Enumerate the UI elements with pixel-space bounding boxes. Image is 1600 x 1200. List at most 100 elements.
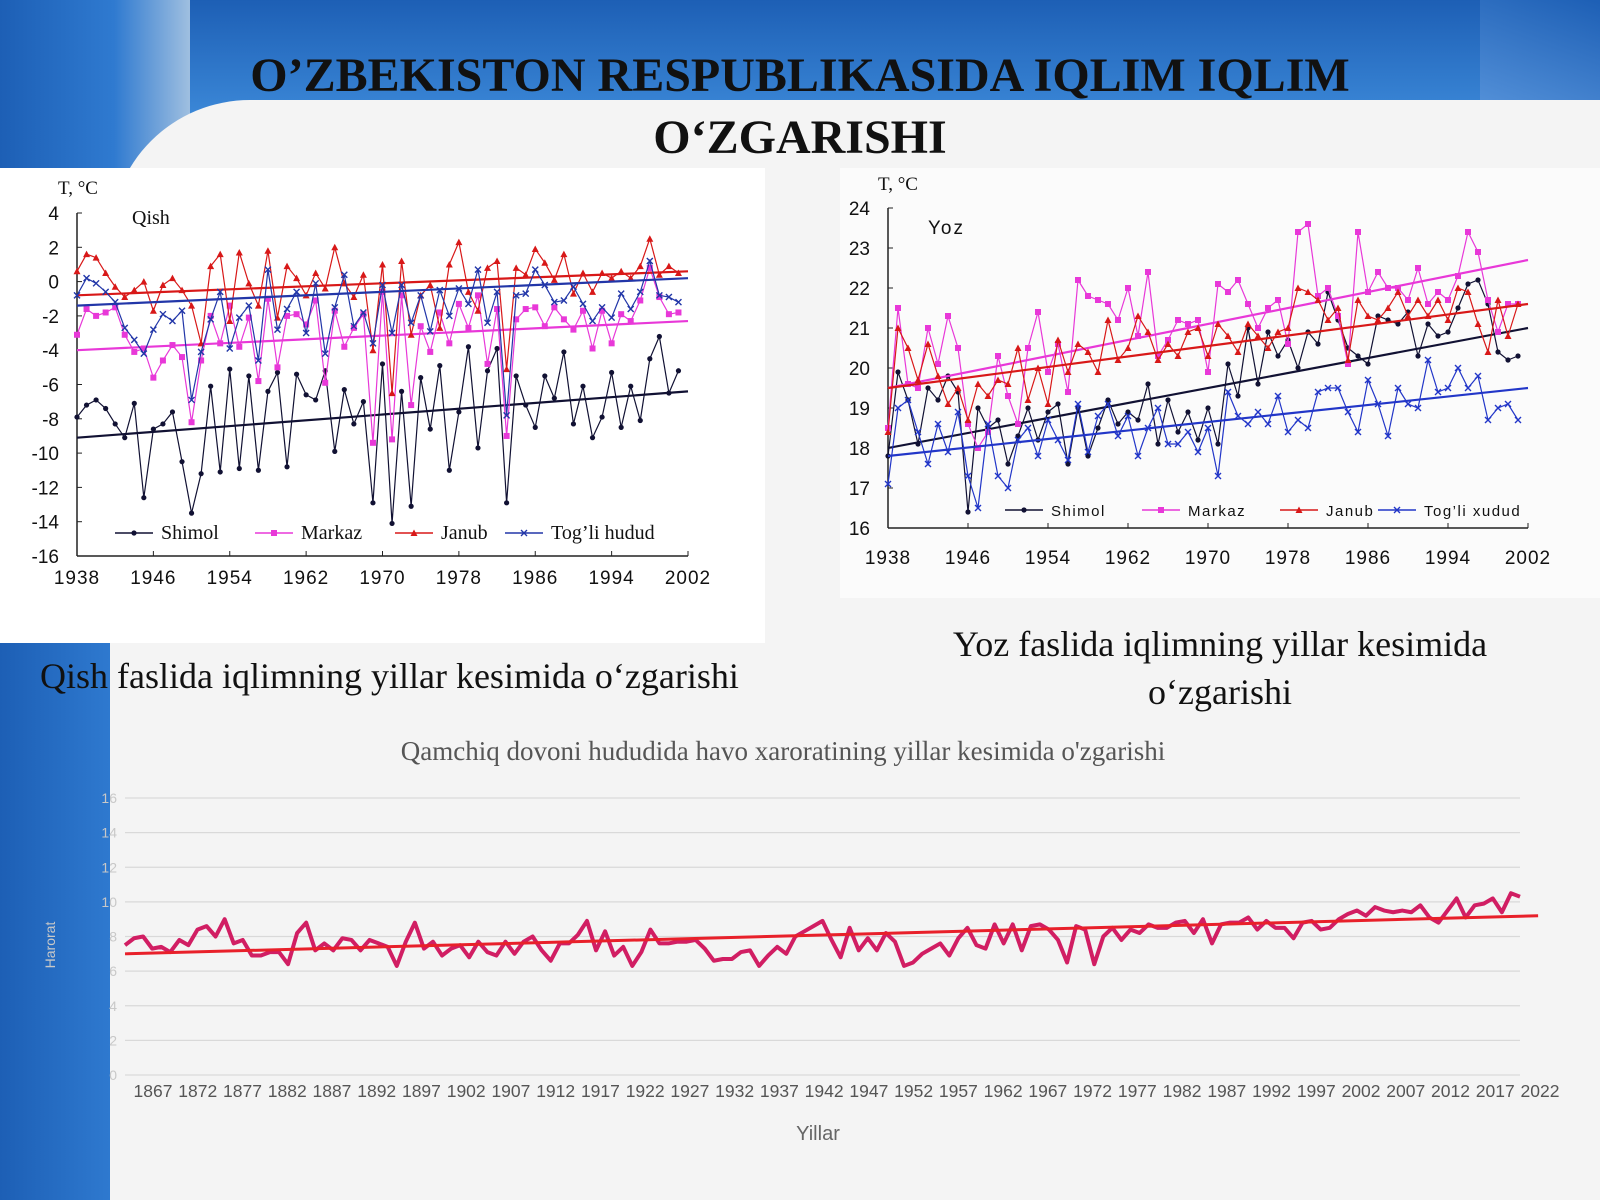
series-point-2 [1025, 345, 1031, 351]
series-point-1 [1235, 393, 1241, 399]
series-point-3 [283, 262, 291, 270]
series-point-2 [1425, 301, 1431, 307]
series-point-1 [504, 500, 510, 506]
series-point-2 [522, 306, 529, 313]
legend-label-3: Janub [441, 522, 488, 544]
series-point-1 [1015, 433, 1021, 439]
series-point-1 [1475, 277, 1481, 283]
series-point-2 [1105, 301, 1111, 307]
series-point-2 [1225, 289, 1231, 295]
series-point-4 [1194, 448, 1202, 456]
series-point-1 [1505, 357, 1511, 363]
y-axis-label: Harorat [42, 922, 58, 969]
x-tick-label: 1867 [134, 1081, 173, 1101]
series-point-1 [389, 520, 395, 527]
trend-line-2 [887, 258, 1529, 390]
series-point-4 [388, 329, 396, 337]
series-point-2 [1005, 393, 1011, 399]
series-point-4 [417, 291, 425, 299]
series-point-1 [995, 417, 1001, 423]
series-point-2 [1495, 329, 1501, 335]
series-point-4 [474, 266, 482, 274]
series-point-4 [1044, 416, 1052, 424]
series-point-4 [273, 326, 281, 334]
series-point-1 [427, 426, 433, 432]
series-point-1 [975, 405, 981, 411]
series-point-2 [1285, 341, 1291, 347]
series-point-4 [321, 350, 329, 358]
series-point-1 [1365, 361, 1371, 367]
x-tick-label: 1912 [536, 1081, 575, 1101]
series-point-3 [1114, 356, 1122, 363]
series-point-3 [1274, 328, 1282, 335]
x-tick-label: 1952 [894, 1081, 933, 1101]
series-point-1 [284, 464, 290, 470]
series-point-4 [245, 302, 253, 310]
series-point-3 [359, 271, 367, 278]
series-point-1 [408, 503, 414, 509]
series-point-3 [541, 259, 549, 266]
y-tick-label: -4 [42, 341, 59, 362]
series-point-4 [1074, 400, 1082, 408]
series-point-2 [570, 326, 577, 333]
y-tick-label: 23 [849, 239, 870, 260]
series-point-1 [1455, 305, 1461, 311]
series-point-2 [675, 309, 682, 316]
series-point-1 [542, 373, 548, 379]
x-tick-label: 1938 [865, 548, 911, 569]
series-point-1 [580, 383, 586, 389]
series-point-2 [1345, 361, 1351, 367]
series-point-2 [398, 292, 405, 299]
series-point-4 [207, 315, 215, 323]
x-tick-label: 1992 [1252, 1081, 1291, 1101]
series-point-1 [1115, 421, 1121, 427]
series-point-4 [1454, 364, 1462, 372]
series-point-2 [579, 307, 586, 314]
series-point-1 [1065, 461, 1071, 467]
series-line-2 [76, 265, 679, 443]
series-point-2 [1035, 309, 1041, 315]
trend-line-2 [76, 319, 689, 352]
series-point-2 [1455, 273, 1461, 279]
series-point-3 [934, 372, 942, 379]
series-point-2 [560, 316, 567, 323]
series-point-1 [628, 383, 634, 389]
series-point-3 [379, 260, 386, 268]
series-point-1 [1215, 441, 1221, 447]
series-point-1 [398, 388, 405, 394]
series-point-1 [255, 467, 261, 473]
series-point-1 [93, 397, 99, 403]
series-point-2 [1355, 229, 1361, 235]
series-point-2 [159, 357, 166, 364]
series-point-2 [1135, 333, 1141, 339]
series-point-2 [1275, 297, 1281, 303]
series-point-3 [245, 279, 253, 287]
series-point-1 [179, 459, 185, 465]
trend-line-1 [76, 390, 689, 439]
series-point-1 [1185, 409, 1191, 415]
series-point-3 [102, 269, 110, 277]
series-point-4 [379, 281, 386, 289]
series-point-2 [551, 304, 558, 311]
series-point-1 [246, 373, 252, 379]
series-point-2 [446, 340, 453, 347]
chart-title: Qamchiq dovoni hududida havo xaroratinin… [401, 736, 1165, 766]
series-point-4 [178, 307, 186, 315]
series-point-3 [369, 346, 377, 354]
series-point-4 [312, 279, 320, 287]
series-point-1 [532, 424, 538, 430]
series-point-3 [954, 384, 962, 391]
x-tick-label: 1882 [268, 1081, 307, 1101]
series-point-4 [1174, 440, 1182, 448]
series-point-3 [655, 271, 663, 278]
series-point-1 [217, 469, 223, 475]
series-point-2 [1435, 289, 1441, 295]
series-point-4 [1284, 428, 1292, 436]
series-point-4 [1214, 472, 1222, 480]
series-point-2 [284, 312, 291, 319]
series-point-3 [226, 317, 234, 325]
series-point-4 [954, 408, 962, 416]
series-point-2 [589, 345, 596, 352]
series-line-4 [76, 258, 679, 416]
